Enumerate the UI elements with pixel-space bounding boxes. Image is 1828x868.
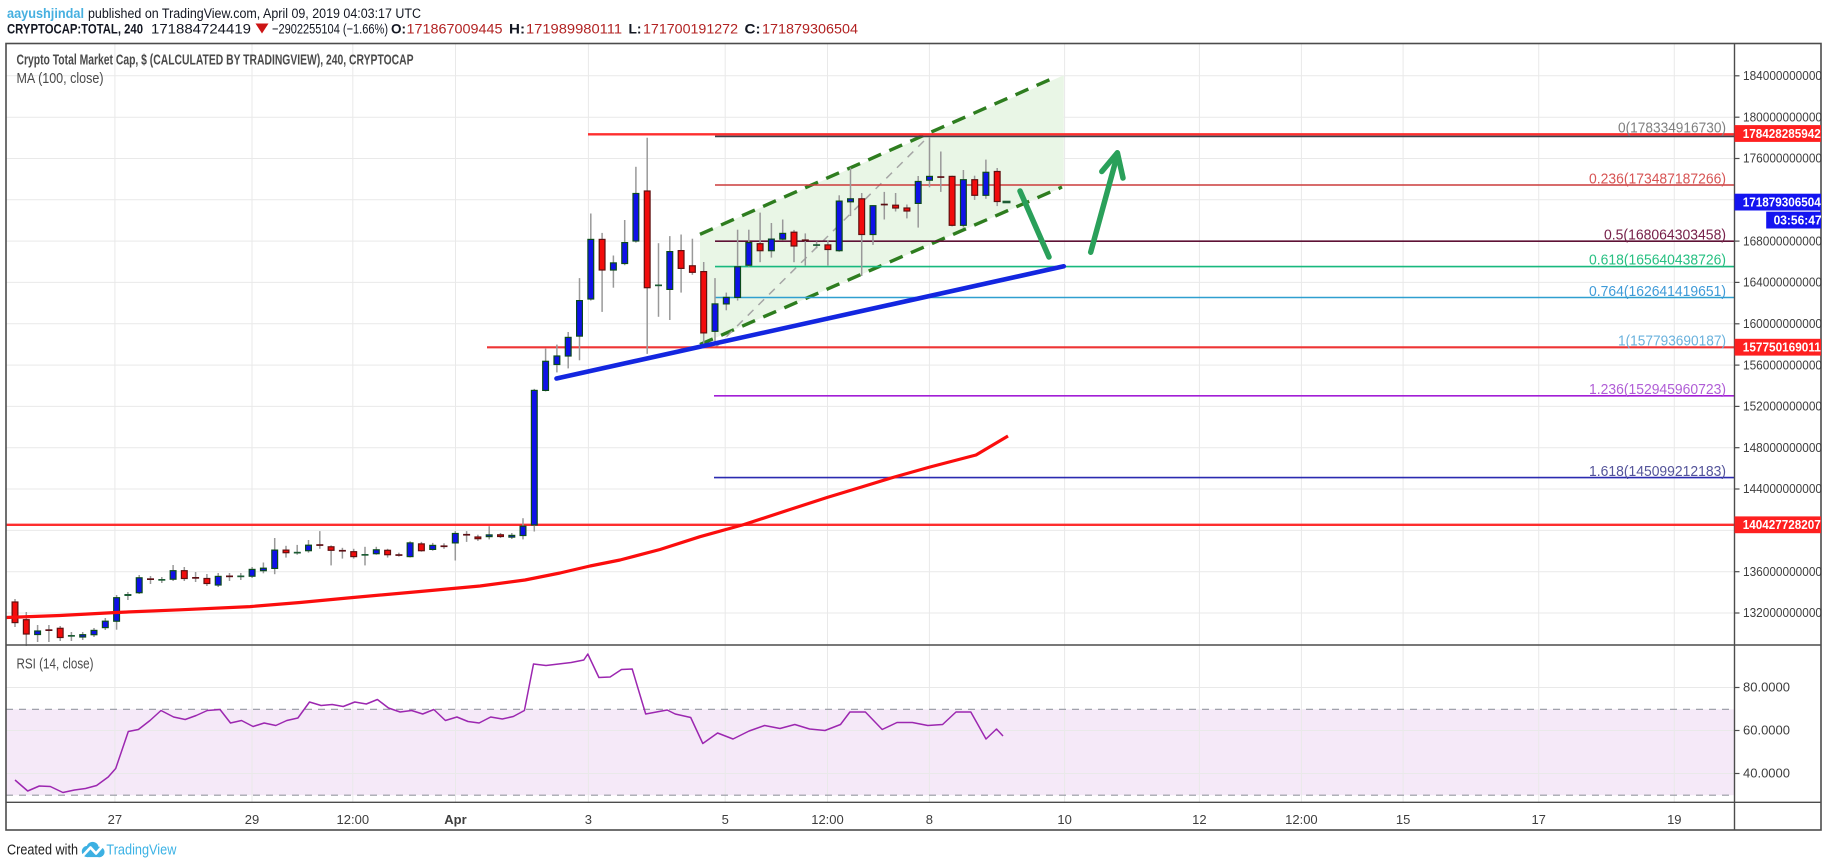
svg-text:29: 29 (245, 812, 259, 827)
svg-text:0.618(165640438726): 0.618(165640438726) (1589, 253, 1726, 269)
svg-text:19: 19 (1667, 812, 1681, 827)
svg-text:40.0000: 40.0000 (1743, 767, 1790, 781)
svg-text:171879306504: 171879306504 (762, 21, 858, 37)
svg-text:Apr: Apr (444, 812, 466, 827)
svg-text:171989980111: 171989980111 (526, 21, 622, 37)
svg-text:164000000000: 164000000000 (1743, 276, 1822, 290)
svg-text:8: 8 (926, 812, 933, 827)
svg-text:L:: L: (629, 21, 642, 37)
svg-text:132000000000: 132000000000 (1743, 606, 1822, 620)
svg-text:12:00: 12:00 (811, 812, 844, 827)
svg-text:5: 5 (722, 812, 729, 827)
svg-text:27: 27 (108, 812, 122, 827)
svg-text:03:56:47: 03:56:47 (1774, 214, 1822, 228)
svg-text:CRYPTOCAP:TOTAL, 240: CRYPTOCAP:TOTAL, 240 (7, 21, 143, 37)
svg-text:171879306504: 171879306504 (1743, 196, 1821, 210)
svg-text:TradingView: TradingView (106, 843, 176, 859)
svg-text:171884724419: 171884724419 (151, 21, 251, 37)
svg-text:12: 12 (1192, 812, 1206, 827)
svg-text:60.0000: 60.0000 (1743, 724, 1790, 738)
svg-text:C:: C: (745, 21, 761, 37)
svg-text:144000000000: 144000000000 (1743, 482, 1822, 496)
svg-text:RSI (14, close): RSI (14, close) (17, 656, 94, 673)
svg-text:152000000000: 152000000000 (1743, 400, 1822, 414)
svg-text:MA (100, close): MA (100, close) (17, 70, 104, 87)
svg-text:178428285942: 178428285942 (1743, 127, 1821, 141)
svg-text:168000000000: 168000000000 (1743, 234, 1822, 248)
svg-text:1(157793690187): 1(157793690187) (1618, 334, 1726, 350)
svg-text:Crypto Total Market Cap, $ (CA: Crypto Total Market Cap, $ (CALCULATED B… (17, 52, 414, 69)
svg-text:−2902255104 (−1.66%): −2902255104 (−1.66%) (272, 21, 388, 37)
svg-text:0.5(168064303458): 0.5(168064303458) (1604, 228, 1726, 244)
svg-text:184000000000: 184000000000 (1743, 69, 1822, 83)
svg-text:180000000000: 180000000000 (1743, 110, 1822, 124)
svg-text:10: 10 (1057, 812, 1071, 827)
svg-text:1.236(152945960723): 1.236(152945960723) (1589, 382, 1726, 398)
svg-text:H:: H: (509, 21, 525, 37)
svg-text:171700191272: 171700191272 (643, 21, 738, 37)
svg-text:148000000000: 148000000000 (1743, 441, 1822, 455)
svg-text:157750169011: 157750169011 (1743, 341, 1821, 355)
svg-text:176000000000: 176000000000 (1743, 152, 1822, 166)
svg-text:1.618(145099212183): 1.618(145099212183) (1589, 464, 1726, 480)
svg-text:0(178334916730): 0(178334916730) (1618, 121, 1726, 137)
svg-text:12:00: 12:00 (337, 812, 370, 827)
svg-text:3: 3 (585, 812, 592, 827)
svg-text:published on TradingView.com,: published on TradingView.com, April 09, … (88, 6, 421, 21)
svg-text:156000000000: 156000000000 (1743, 358, 1822, 372)
svg-text:O:: O: (391, 21, 406, 37)
svg-text:Created with: Created with (7, 843, 78, 859)
svg-text:17: 17 (1531, 812, 1545, 827)
svg-text:136000000000: 136000000000 (1743, 565, 1822, 579)
svg-text:0.236(173487187266): 0.236(173487187266) (1589, 172, 1726, 188)
svg-text:171867009445: 171867009445 (407, 21, 503, 37)
svg-text:80.0000: 80.0000 (1743, 681, 1790, 695)
svg-text:160000000000: 160000000000 (1743, 317, 1822, 331)
svg-text:aayushjindal: aayushjindal (7, 6, 84, 21)
svg-text:15: 15 (1396, 812, 1410, 827)
svg-text:12:00: 12:00 (1285, 812, 1318, 827)
svg-text:0.764(162641419651): 0.764(162641419651) (1589, 284, 1726, 300)
svg-text:140427728207: 140427728207 (1743, 518, 1821, 532)
